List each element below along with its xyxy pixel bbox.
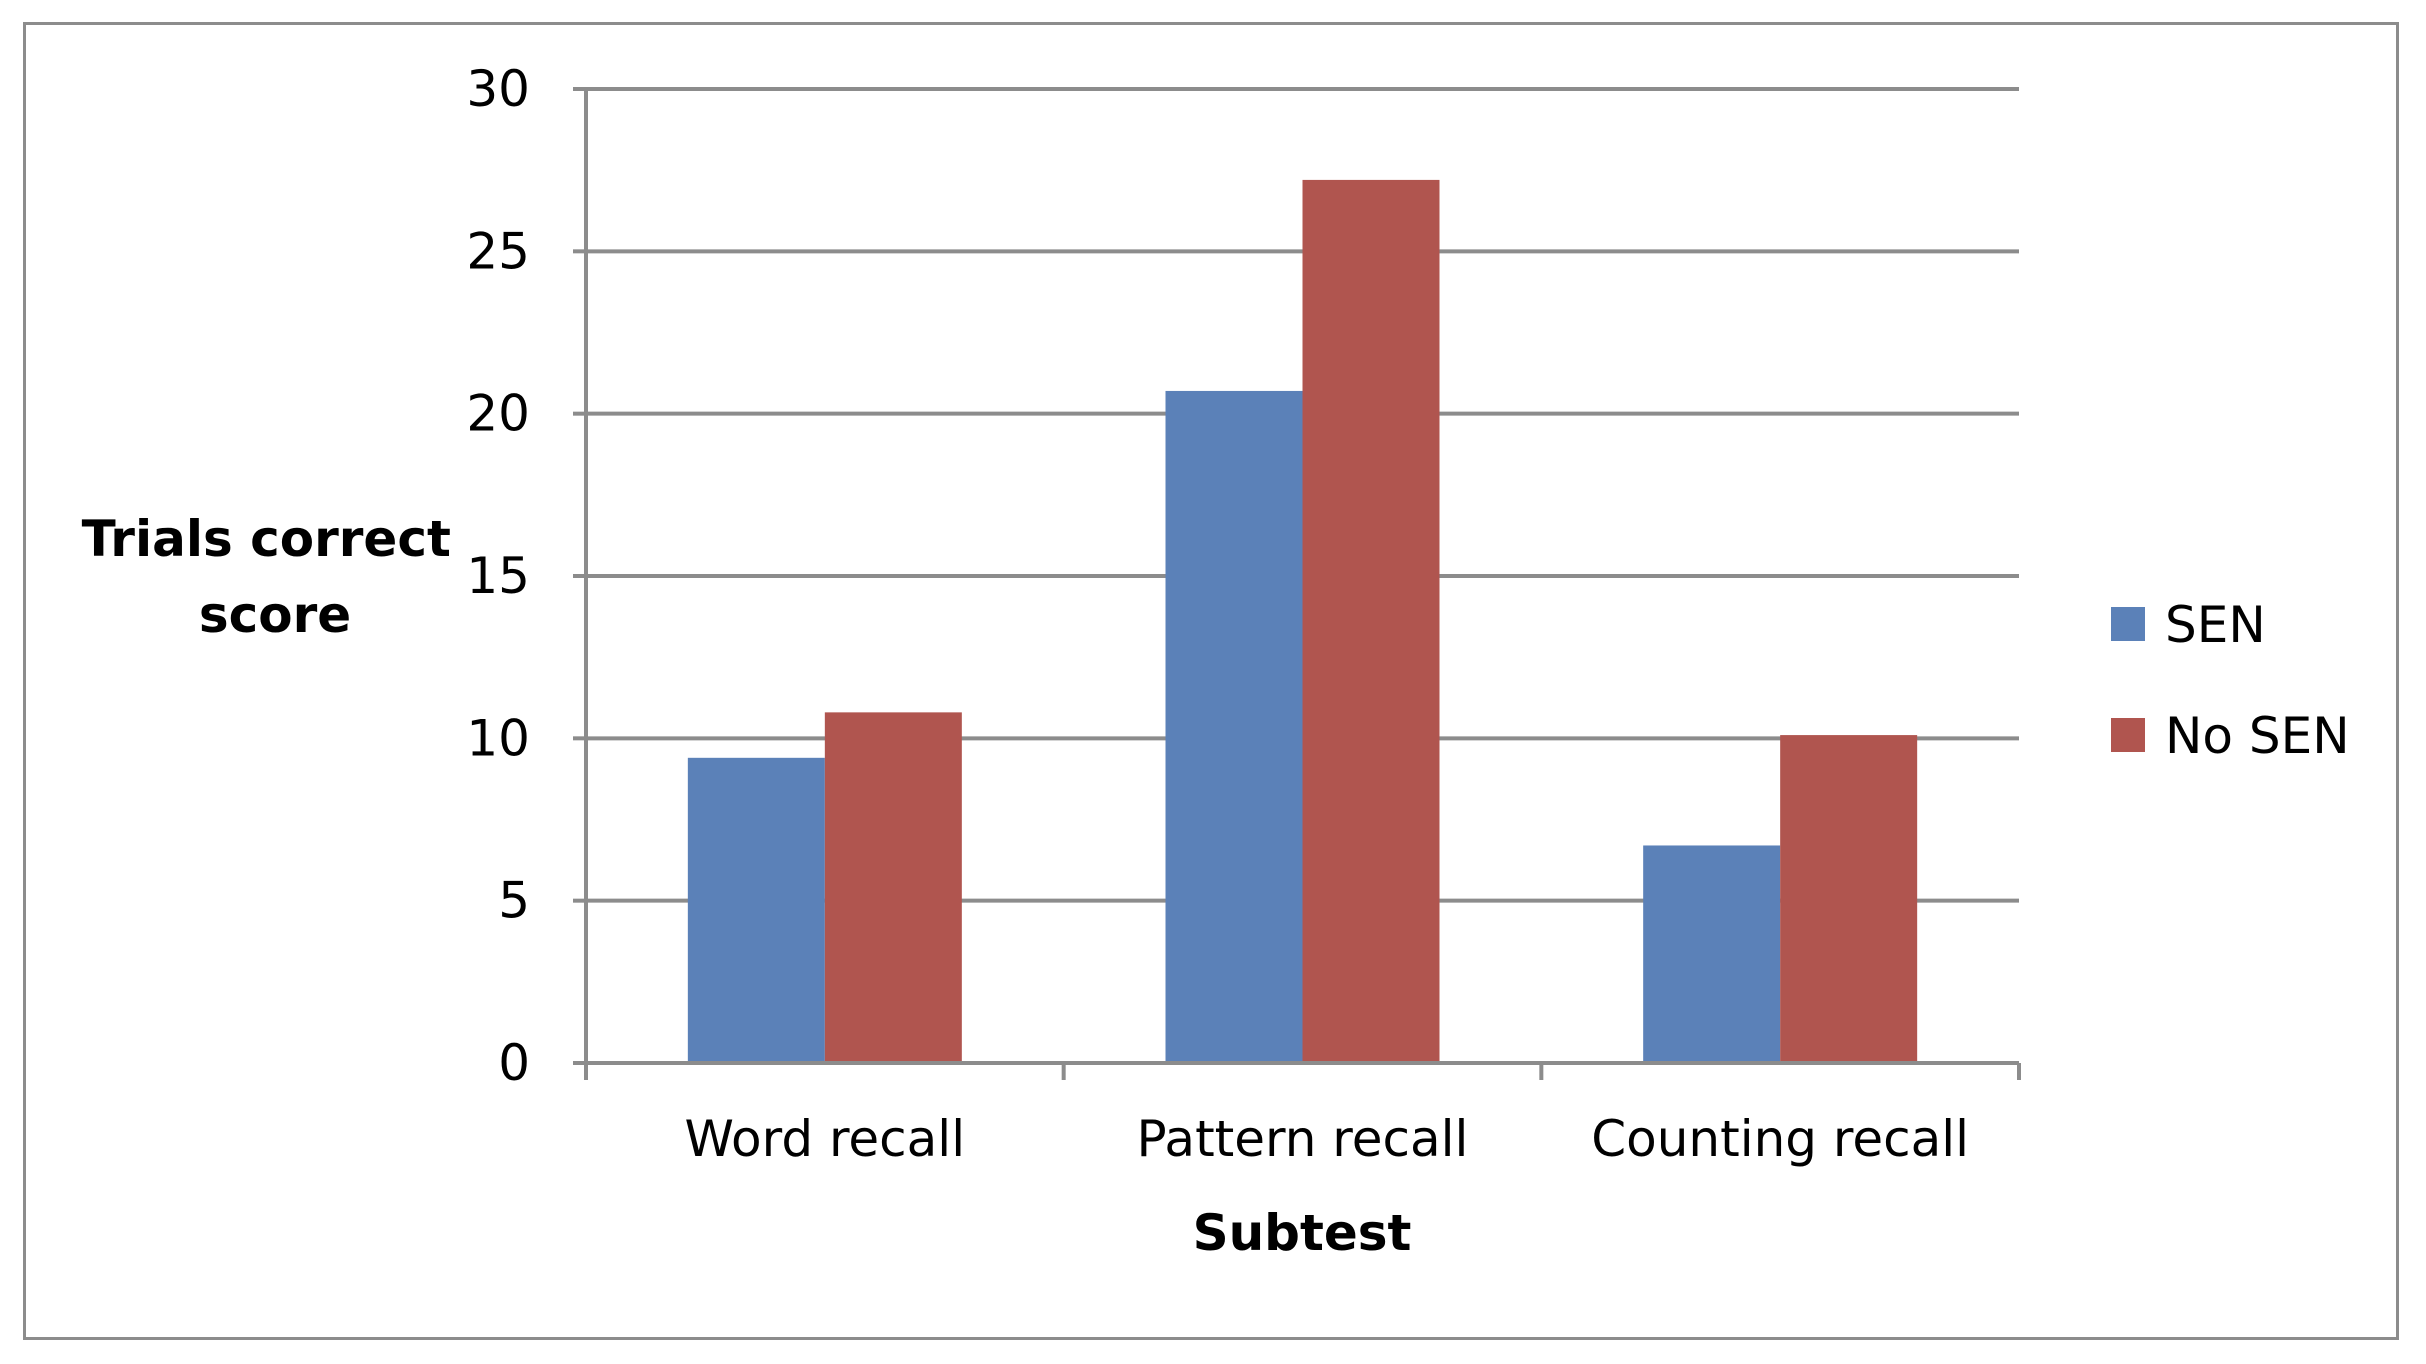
y-tick-label: 15 [466, 547, 530, 605]
y-tick-labels: 0 5 10 15 20 25 30 [466, 60, 530, 1092]
legend: SEN No SEN [2111, 596, 2350, 765]
x-tick-labels: Word recall Pattern recall Counting recall [685, 1110, 1970, 1168]
bar-no-sen [1302, 179, 1440, 1063]
y-tick-label: 0 [498, 1034, 530, 1092]
y-tick-label: 20 [466, 385, 530, 443]
y-axis-title-line-2: score [199, 586, 351, 644]
bar-sen [687, 757, 825, 1063]
x-tick-label: Counting recall [1591, 1110, 1969, 1168]
y-tick-label: 5 [498, 872, 530, 930]
legend-swatch-sen [2111, 607, 2145, 641]
legend-label-sen: SEN [2165, 596, 2266, 654]
x-axis-title: Subtest [1193, 1204, 1412, 1262]
y-axis-title: Trials correct score [82, 510, 469, 644]
bar-no-sen [1780, 735, 1918, 1063]
legend-label-no-sen: No SEN [2165, 707, 2350, 765]
bars [687, 179, 1918, 1063]
axes [573, 87, 2021, 1080]
bar-sen [1643, 845, 1781, 1063]
y-tick-label: 10 [466, 709, 530, 767]
y-tick-label: 30 [466, 60, 530, 118]
y-tick-label: 25 [466, 222, 530, 280]
y-axis-title-line-1: Trials correct [82, 510, 451, 568]
bar-no-sen [824, 712, 962, 1063]
x-tick-label: Pattern recall [1137, 1110, 1469, 1168]
x-tick-label: Word recall [685, 1110, 966, 1168]
legend-swatch-no-sen [2111, 718, 2145, 752]
bar-sen [1165, 390, 1303, 1063]
